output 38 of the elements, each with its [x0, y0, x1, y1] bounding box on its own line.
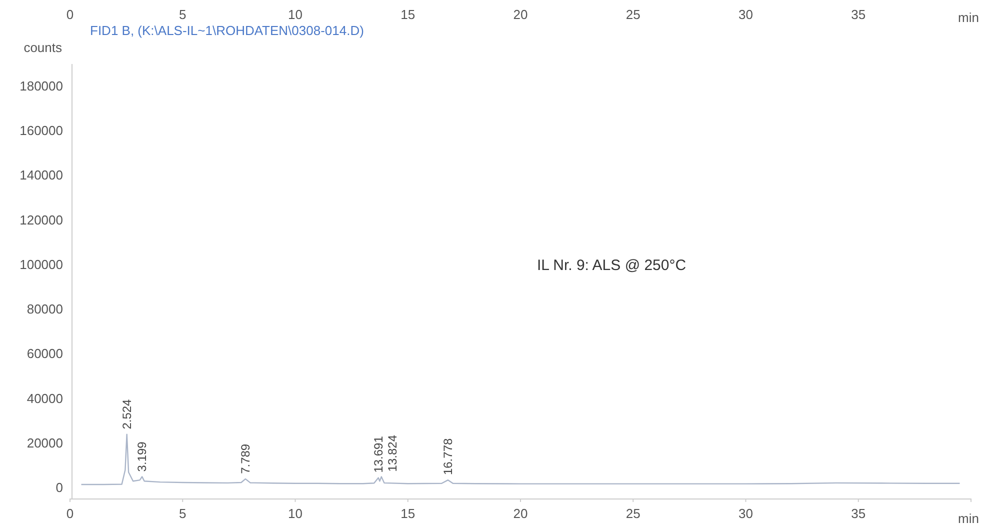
x-tick-label: 30	[738, 506, 753, 521]
x2-tick-label: 25	[626, 7, 640, 22]
x-tick-label: 10	[288, 506, 302, 521]
x-axis-title: min	[958, 511, 979, 526]
y-tick-label: 140000	[20, 168, 63, 183]
x-tick-label: 5	[179, 506, 186, 521]
annotation: 2.524	[120, 398, 134, 430]
x-tick-label: 15	[400, 506, 416, 521]
x2-tick-label: 0	[66, 7, 74, 22]
y-tick-label: 120000	[20, 212, 63, 228]
annotation: 13.824	[385, 434, 400, 472]
y-tick-label: 0	[56, 480, 63, 496]
chart-title: FID1 B, (K:\ALS-IL~1\ROHDATEN\0308-014.D)	[90, 23, 364, 38]
x2-axis-title: min	[958, 10, 979, 25]
annotation: 7.789	[238, 444, 252, 474]
y-tick-label: 60000	[26, 346, 63, 362]
x2-tick-label: 15	[400, 7, 416, 22]
x2-tick-label: 20	[513, 7, 528, 22]
annotation: IL Nr. 9: ALS @ 250°C	[537, 257, 686, 274]
annotation: 16.778	[440, 438, 455, 476]
x2-tick-label: 10	[288, 7, 302, 22]
y-tick-label: 100000	[20, 256, 63, 272]
x-tick-label: 25	[626, 506, 640, 521]
annotation: 3.199	[135, 441, 150, 472]
x-tick-label: 20	[513, 506, 528, 521]
x-tick-label: 35	[851, 506, 866, 521]
line-series	[80, 434, 960, 486]
y-tick-label: 80000	[26, 302, 63, 317]
y-axis-title: counts	[24, 40, 62, 55]
y-tick-label: 180000	[20, 78, 63, 94]
x2-tick-label: 5	[179, 7, 186, 22]
x2-tick-label: 35	[851, 7, 866, 22]
x2-tick-label: 30	[738, 7, 753, 22]
y-tick-label: 160000	[20, 123, 63, 138]
x-tick-label: 0	[66, 506, 74, 521]
y-tick-label: 20000	[26, 435, 63, 450]
y-tick-label: 40000	[26, 390, 63, 406]
annotation: 13.691	[371, 436, 386, 473]
